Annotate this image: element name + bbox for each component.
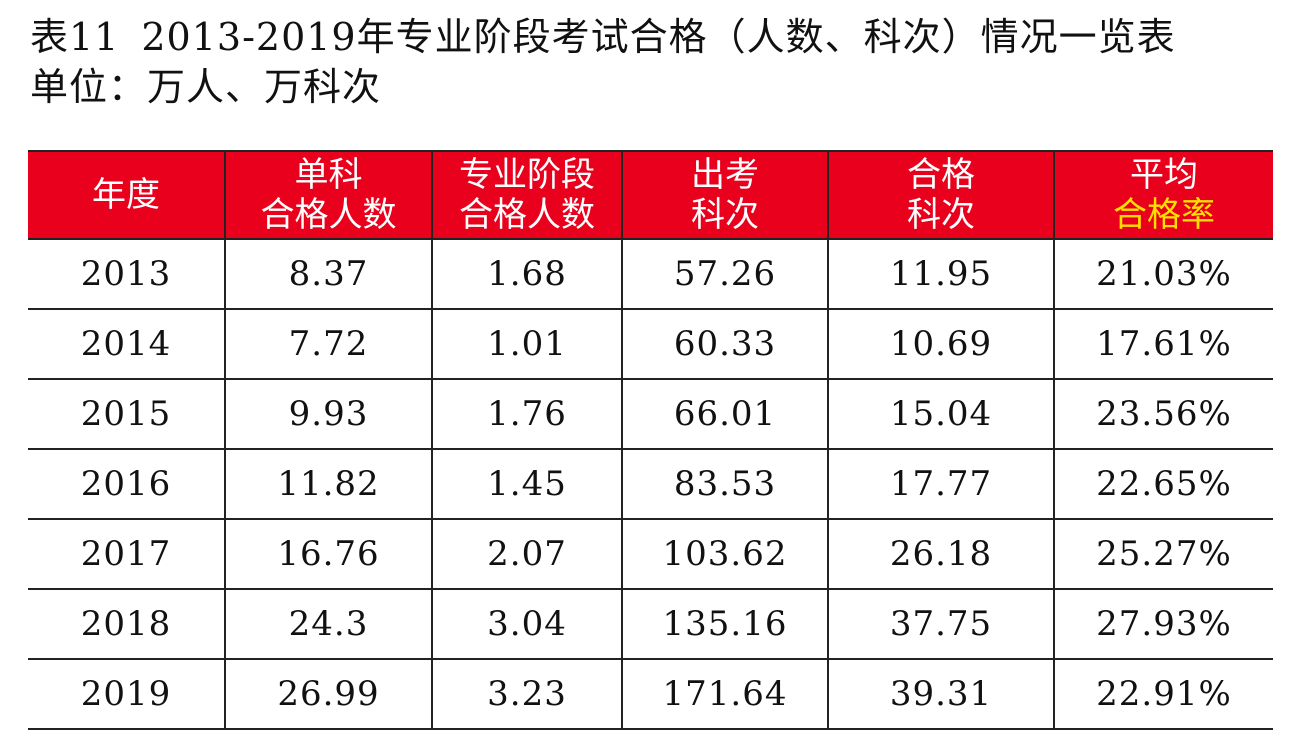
value-cell: 135.16 xyxy=(621,589,828,660)
column-header-line2: 合格率 xyxy=(1113,195,1215,235)
column-header: 平均 合格率 xyxy=(1053,150,1273,240)
value-cell: 22.91% xyxy=(1053,659,1273,730)
table-row: 2019 26.99 3.23 171.64 39.31 22.91% xyxy=(28,659,1273,730)
value-cell: 1.68 xyxy=(431,239,622,310)
value-cell: 10.69 xyxy=(827,309,1054,380)
table-header: 年度 单科 合格人数 专业阶段 合格人数 出考 科次 合格 科次 平均 合格率 xyxy=(28,150,1273,240)
value-cell: 22.65% xyxy=(1053,449,1273,520)
value-cell: 23.56% xyxy=(1053,379,1273,450)
value-cell: 37.75 xyxy=(827,589,1054,660)
value-cell: 57.26 xyxy=(621,239,828,310)
value-cell: 60.33 xyxy=(621,309,828,380)
title-block: 表11 2013-2019年专业阶段考试合格（人数、科次）情况一览表 单位：万人、… xyxy=(30,12,1270,112)
title-text: 2013-2019年专业阶段考试合格（人数、科次）情况一览表 xyxy=(141,15,1176,59)
data-table: 年度 单科 合格人数 专业阶段 合格人数 出考 科次 合格 科次 平均 合格率 2013 8.37 1.… xyxy=(28,150,1273,730)
column-header-line1: 单科 xyxy=(294,155,363,195)
value-cell: 25.27% xyxy=(1053,519,1273,590)
year-cell: 2014 xyxy=(28,309,225,380)
value-cell: 66.01 xyxy=(621,379,828,450)
value-cell: 7.72 xyxy=(224,309,432,380)
value-cell: 8.37 xyxy=(224,239,432,310)
page-title: 表11 2013-2019年专业阶段考试合格（人数、科次）情况一览表 xyxy=(30,12,1270,62)
value-cell: 3.04 xyxy=(431,589,622,660)
table-body: 2013 8.37 1.68 57.26 11.95 21.03% 2014 7.72 1.01… xyxy=(28,239,1273,730)
column-header-line1: 出考 xyxy=(691,155,759,195)
table-number: 表11 xyxy=(30,15,120,59)
value-cell: 3.23 xyxy=(431,659,622,730)
header-row: 年度 单科 合格人数 专业阶段 合格人数 出考 科次 合格 科次 平均 合格率 xyxy=(28,150,1273,240)
value-cell: 11.95 xyxy=(827,239,1054,310)
year-cell: 2016 xyxy=(28,449,225,520)
value-cell: 15.04 xyxy=(827,379,1054,450)
column-header-line1: 合格 xyxy=(907,155,975,195)
year-cell: 2019 xyxy=(28,659,225,730)
column-header-line2: 合格人数 xyxy=(260,195,397,235)
column-header: 年度 xyxy=(28,150,225,240)
value-cell: 1.76 xyxy=(431,379,622,450)
table-row: 2013 8.37 1.68 57.26 11.95 21.03% xyxy=(28,239,1273,310)
year-cell: 2017 xyxy=(28,519,225,590)
value-cell: 26.18 xyxy=(827,519,1054,590)
column-header-line2: 科次 xyxy=(691,195,759,235)
column-header-line1: 年度 xyxy=(92,175,160,215)
value-cell: 26.99 xyxy=(224,659,432,730)
table-row: 2015 9.93 1.76 66.01 15.04 23.56% xyxy=(28,379,1273,450)
year-cell: 2015 xyxy=(28,379,225,450)
value-cell: 2.07 xyxy=(431,519,622,590)
year-cell: 2013 xyxy=(28,239,225,310)
value-cell: 39.31 xyxy=(827,659,1054,730)
value-cell: 1.45 xyxy=(431,449,622,520)
value-cell: 83.53 xyxy=(621,449,828,520)
column-header-line1: 专业阶段 xyxy=(459,155,595,195)
column-header: 专业阶段 合格人数 xyxy=(431,150,622,240)
column-header-line2: 科次 xyxy=(907,195,975,235)
column-header-line1: 平均 xyxy=(1130,155,1198,195)
table-row: 2016 11.82 1.45 83.53 17.77 22.65% xyxy=(28,449,1273,520)
value-cell: 17.77 xyxy=(827,449,1054,520)
value-cell: 27.93% xyxy=(1053,589,1273,660)
column-header: 出考 科次 xyxy=(621,150,828,240)
value-cell: 24.3 xyxy=(224,589,432,660)
table-row: 2017 16.76 2.07 103.62 26.18 25.27% xyxy=(28,519,1273,590)
value-cell: 17.61% xyxy=(1053,309,1273,380)
value-cell: 11.82 xyxy=(224,449,432,520)
value-cell: 171.64 xyxy=(621,659,828,730)
year-cell: 2018 xyxy=(28,589,225,660)
value-cell: 16.76 xyxy=(224,519,432,590)
table-row: 2014 7.72 1.01 60.33 10.69 17.61% xyxy=(28,309,1273,380)
column-header-line2: 合格人数 xyxy=(459,195,595,235)
column-header: 单科 合格人数 xyxy=(224,150,432,240)
column-header: 合格 科次 xyxy=(827,150,1054,240)
value-cell: 103.62 xyxy=(621,519,828,590)
value-cell: 9.93 xyxy=(224,379,432,450)
table-row: 2018 24.3 3.04 135.16 37.75 27.93% xyxy=(28,589,1273,660)
unit-label: 单位：万人、万科次 xyxy=(30,65,382,109)
value-cell: 1.01 xyxy=(431,309,622,380)
value-cell: 21.03% xyxy=(1053,239,1273,310)
